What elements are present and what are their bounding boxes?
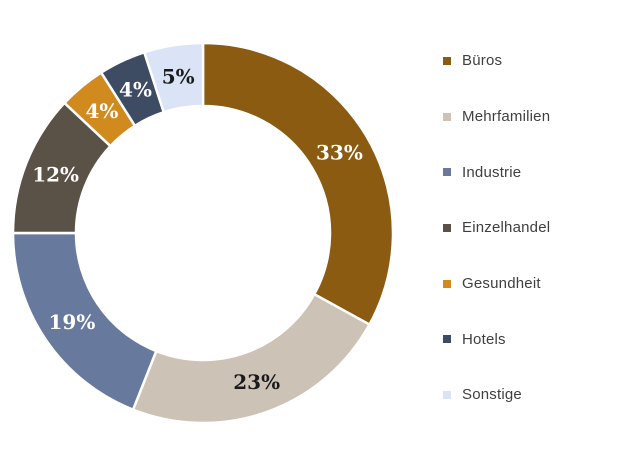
legend-swatch-buros (443, 56, 451, 65)
legend-item-gesundheit: Gesundheit (443, 256, 550, 312)
legend-label: Hotels (462, 330, 506, 348)
legend-item-einzelhandel: Einzelhandel (443, 200, 550, 256)
legend-label: Industrie (462, 163, 522, 181)
segment-value-label-gesundheit: 4% (86, 99, 119, 123)
legend-swatch-einzelhandel (443, 223, 451, 232)
legend-item-sonstige: Sonstige (443, 367, 550, 423)
legend-item-mehrfamilien: Mehrfamilien (443, 89, 550, 145)
donut-chart: 33% 23% 19% 12% 4%4% 5% (11, 41, 395, 425)
legend-swatch-industrie (443, 168, 451, 177)
segment-value-label-mehrfamilien: 23% (233, 370, 280, 394)
legend-swatch-hotels (443, 335, 451, 344)
segment-value-label-industrie: 19% (48, 310, 95, 334)
legend-label: Gesundheit (462, 275, 541, 293)
segment-value-label-buros: 33% (316, 140, 363, 164)
legend-item-buros: Büros (443, 33, 550, 89)
segment-value-label-hotels: 4% (119, 78, 152, 102)
legend-swatch-mehrfamilien (443, 112, 451, 121)
legend-item-industrie: Industrie (443, 144, 550, 200)
segment-value-label-sonstige: 5% (162, 64, 195, 88)
legend-label: Büros (462, 52, 503, 70)
legend-item-hotels: Hotels (443, 311, 550, 367)
legend: Büros Mehrfamilien Industrie Einzelhandel Ge… (443, 33, 550, 423)
donut-segment-sonstige (143, 41, 205, 114)
donut-segment-buros (201, 41, 395, 326)
legend-label: Mehrfamilien (462, 108, 551, 126)
legend-label: Sonstige (462, 386, 522, 404)
legend-swatch-sonstige (443, 390, 451, 399)
segment-value-label-einzelhandel: 12% (32, 163, 79, 187)
legend-label: Einzelhandel (462, 219, 551, 237)
donut-segment-mehrfamilien (131, 292, 371, 425)
legend-swatch-gesundheit (443, 279, 451, 288)
